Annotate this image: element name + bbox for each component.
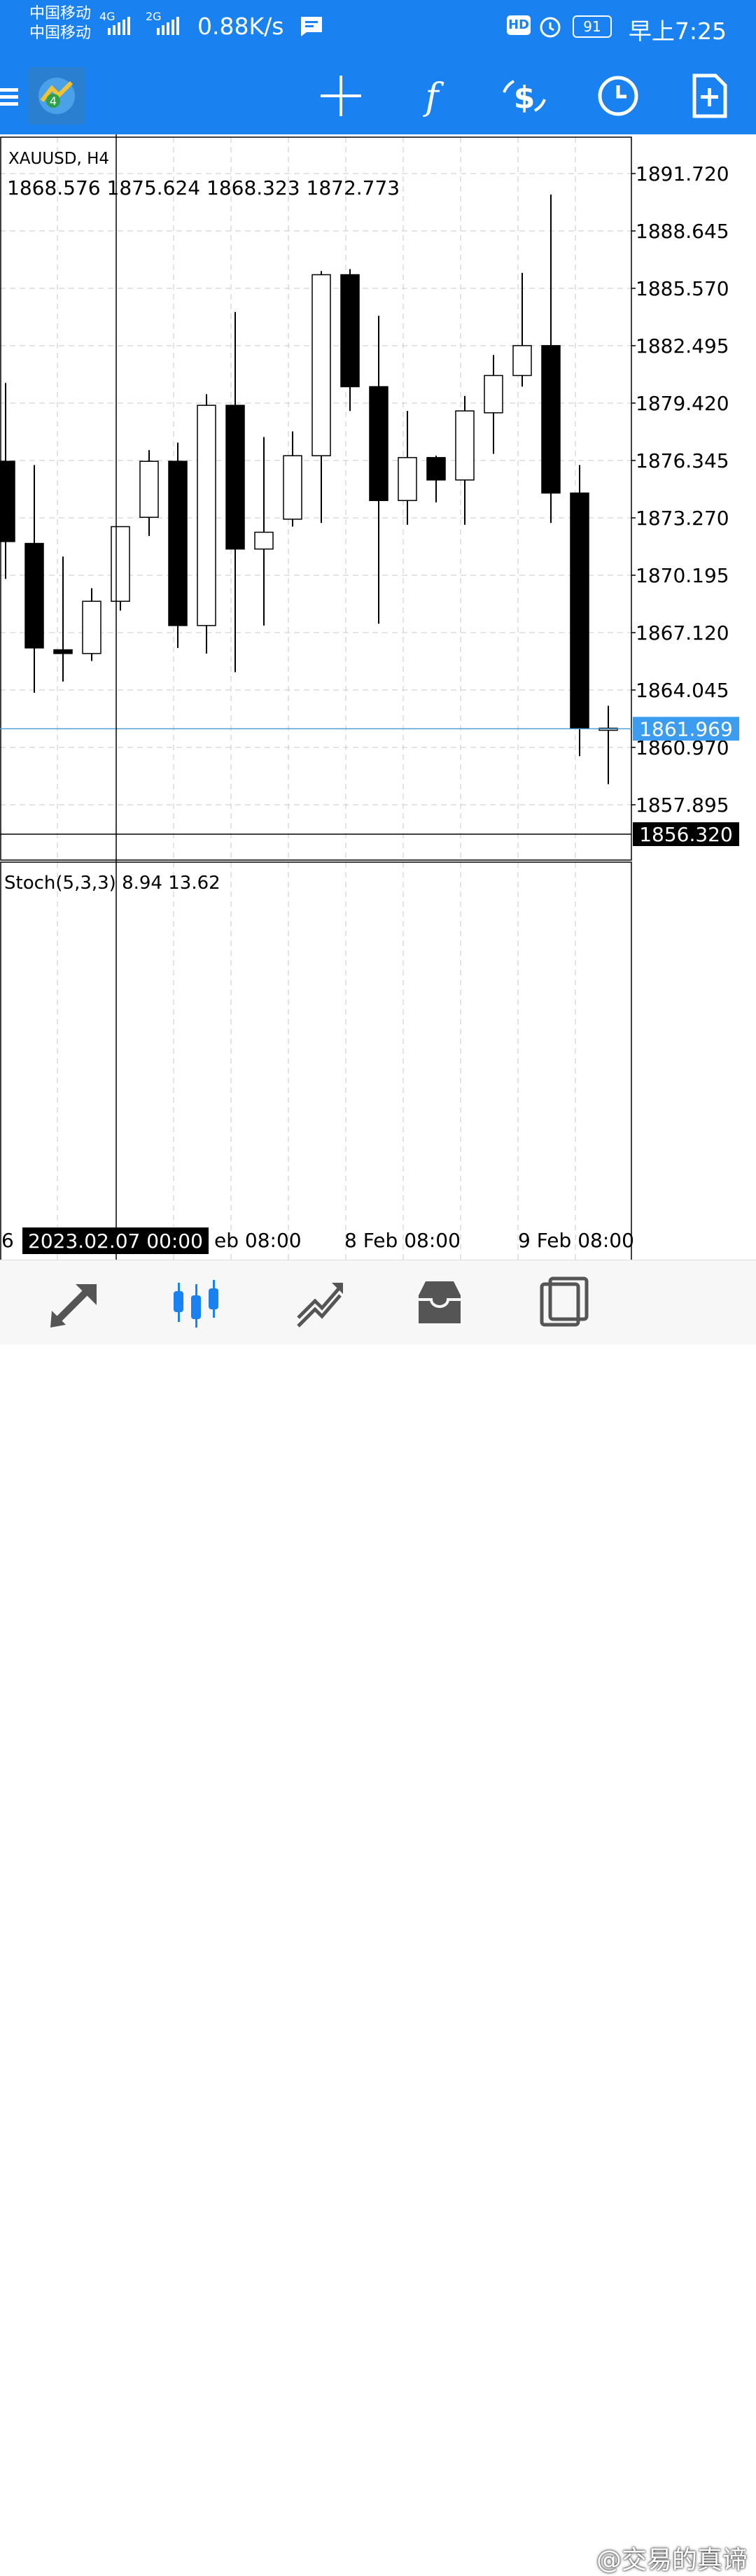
- crosshair-icon[interactable]: [316, 71, 365, 120]
- net-type-1: 4G: [99, 10, 115, 23]
- trade-tab-icon[interactable]: [291, 1274, 347, 1330]
- indicator-pane-frame: [0, 861, 632, 1360]
- price-tick-label: 1885.570: [636, 277, 729, 300]
- svg-text:4: 4: [50, 94, 57, 108]
- carrier-2: 中国移动: [29, 24, 92, 42]
- time-axis: 6 eb 08:00 8 Feb 08:00 9 Feb 08:00 2023.…: [1, 1227, 634, 1254]
- quotes-icon[interactable]: [48, 1274, 104, 1330]
- stochastic-label: Stoch(5,3,3) 8.94 13.62: [4, 873, 220, 894]
- ohlc-readout: 1868.576 1875.624 1868.323 1872.773: [7, 176, 400, 199]
- price-tick-label: 1888.645: [636, 220, 729, 243]
- candle-bull: [484, 374, 503, 414]
- candle-bull: [398, 457, 417, 501]
- carrier-1: 中国移动: [29, 5, 92, 22]
- candle-bull: [139, 460, 159, 518]
- price-tick-label: 1857.895: [636, 794, 729, 817]
- status-bar: 中国移动 中国移动 4G 2G 0.88K/s HD 91 早上7:25: [0, 0, 756, 57]
- candle-bear: [53, 649, 73, 654]
- candle-bull: [512, 345, 532, 376]
- svg-text:1856.320: 1856.320: [639, 823, 733, 846]
- candle-bear: [0, 460, 15, 542]
- price-tick-label: 1891.720: [636, 162, 729, 185]
- messages-tab-icon[interactable]: [536, 1274, 592, 1330]
- battery-icon: 91: [573, 15, 612, 38]
- new-order-icon[interactable]: [685, 71, 734, 120]
- candle-bull: [312, 274, 331, 456]
- price-tick-label: 1873.270: [636, 507, 729, 530]
- net-type-2: 2G: [146, 10, 162, 23]
- time-tick: 9 Feb 08:00: [518, 1229, 634, 1252]
- price-tick-label: 1870.195: [636, 564, 729, 587]
- clock: 早上7:25: [628, 17, 727, 45]
- candle-bear: [570, 492, 589, 729]
- candle-bull: [455, 410, 475, 481]
- signal-icon-1: [104, 15, 139, 39]
- candle-bear: [225, 404, 245, 550]
- svg-text:f: f: [422, 76, 444, 118]
- price-tick-label: 1879.420: [636, 392, 729, 415]
- crosshair-price-badge: 1856.320: [633, 822, 739, 846]
- chart-tab-icon[interactable]: [168, 1274, 224, 1330]
- time-tick: eb 08:00: [214, 1229, 302, 1252]
- candle-bear: [369, 386, 388, 501]
- price-tick-label: 1864.045: [636, 679, 729, 702]
- candle-bull: [111, 526, 130, 602]
- candle-bear: [541, 345, 561, 494]
- time-tick: 6: [1, 1229, 14, 1252]
- message-icon: [300, 15, 323, 41]
- price-tick-label: 1876.345: [636, 449, 729, 472]
- main-pane-frame: [0, 136, 632, 861]
- chart-area[interactable]: 1891.720 1888.645 1885.570 1882.495 1879.420…: [0, 134, 756, 2390]
- hd-icon: HD: [507, 15, 531, 35]
- svg-text:$: $: [514, 80, 536, 115]
- symbol-label: XAUUSD, H4: [8, 150, 109, 168]
- candle-bull: [254, 531, 274, 550]
- bottom-navigation: @交易的真谛: [0, 1260, 756, 2575]
- candle-bull: [82, 600, 102, 654]
- current-price-badge: 1861.969: [633, 717, 739, 741]
- network-speed: 0.88K/s: [197, 13, 284, 40]
- candle-bull: [283, 455, 302, 520]
- svg-text:1861.969: 1861.969: [639, 717, 733, 740]
- candle-bear: [340, 274, 360, 388]
- symbols-icon[interactable]: $: [500, 71, 549, 120]
- candle-bear: [24, 542, 44, 649]
- price-tick-label: 1867.120: [636, 621, 729, 645]
- candle-bull: [197, 404, 216, 626]
- app-logo-icon[interactable]: 4: [28, 67, 85, 125]
- time-tick: 8 Feb 08:00: [344, 1229, 461, 1252]
- candle-bear: [426, 457, 446, 481]
- menu-icon[interactable]: [0, 71, 21, 120]
- candle-bear: [168, 460, 188, 626]
- alarm-icon: [538, 14, 563, 42]
- signal-icon-2: [155, 15, 187, 39]
- crosshair-date-text: 2023.02.07 00:00: [28, 1230, 203, 1253]
- watermark: @交易的真谛: [596, 2546, 748, 2575]
- price-tick-label: 1882.495: [636, 335, 729, 358]
- history-tab-icon[interactable]: [412, 1274, 468, 1330]
- top-toolbar: 4 f $: [0, 57, 756, 134]
- chart-canvas[interactable]: 1891.720 1888.645 1885.570 1882.495 1879.420…: [0, 134, 756, 2390]
- crosshair-date-badge: [22, 1227, 209, 1254]
- indicators-icon[interactable]: f: [407, 71, 456, 120]
- timeframe-icon[interactable]: [594, 71, 643, 120]
